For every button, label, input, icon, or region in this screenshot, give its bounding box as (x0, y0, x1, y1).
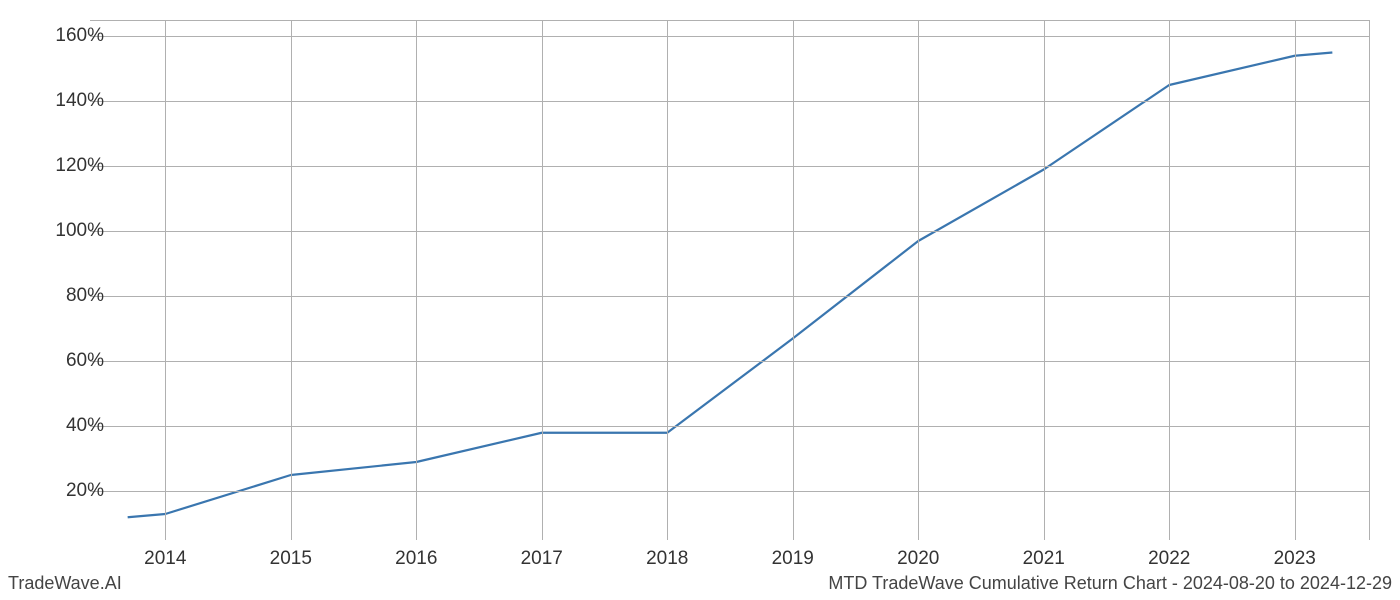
grid-line-vertical (291, 20, 292, 540)
y-axis-tick-label: 120% (24, 155, 104, 177)
y-axis-tick-label: 140% (24, 90, 104, 112)
grid-line-horizontal (90, 296, 1370, 297)
x-axis-tick-label: 2018 (646, 548, 688, 570)
grid-line-vertical (1169, 20, 1170, 540)
x-axis-tick-label: 2019 (772, 548, 814, 570)
x-axis-tick-label: 2016 (395, 548, 437, 570)
y-axis-tick-label: 80% (24, 285, 104, 307)
grid-line-horizontal (90, 426, 1370, 427)
grid-line-horizontal (90, 166, 1370, 167)
grid-line-horizontal (90, 231, 1370, 232)
grid-line-horizontal (90, 361, 1370, 362)
footer-caption: MTD TradeWave Cumulative Return Chart - … (828, 573, 1392, 594)
x-axis-tick-label: 2015 (270, 548, 312, 570)
grid-line-vertical (667, 20, 668, 540)
line-chart-svg (90, 20, 1370, 540)
grid-line-vertical (416, 20, 417, 540)
grid-line-horizontal (90, 491, 1370, 492)
grid-line-vertical (1295, 20, 1296, 540)
grid-line-vertical (542, 20, 543, 540)
y-axis-tick-label: 20% (24, 480, 104, 502)
grid-line-vertical (1044, 20, 1045, 540)
x-axis-tick-label: 2017 (521, 548, 563, 570)
y-axis-tick-label: 40% (24, 415, 104, 437)
data-line (128, 53, 1333, 518)
grid-line-horizontal (90, 101, 1370, 102)
grid-line-horizontal (90, 36, 1370, 37)
grid-line-vertical (165, 20, 166, 540)
chart-plot-area (90, 20, 1370, 540)
x-axis-tick-label: 2014 (144, 548, 186, 570)
x-axis-tick-label: 2022 (1148, 548, 1190, 570)
y-axis-tick-label: 160% (24, 25, 104, 47)
y-axis-tick-label: 100% (24, 220, 104, 242)
footer-brand: TradeWave.AI (8, 573, 122, 594)
x-axis-tick-label: 2023 (1274, 548, 1316, 570)
grid-line-vertical (793, 20, 794, 540)
x-axis-tick-label: 2021 (1023, 548, 1065, 570)
grid-line-vertical (918, 20, 919, 540)
x-axis-tick-label: 2020 (897, 548, 939, 570)
y-axis-tick-label: 60% (24, 350, 104, 372)
